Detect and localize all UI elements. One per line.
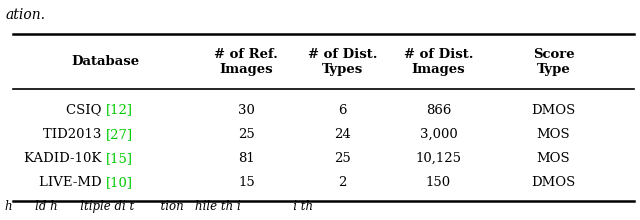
Text: 2: 2	[338, 176, 347, 189]
Text: CSIQ: CSIQ	[66, 103, 106, 117]
Text: [12]: [12]	[106, 103, 132, 117]
Text: # of Dist.
Types: # of Dist. Types	[308, 48, 377, 76]
Text: Score
Type: Score Type	[532, 48, 575, 76]
Text: 15: 15	[238, 176, 255, 189]
Text: LIVE-MD: LIVE-MD	[39, 176, 106, 189]
Text: 25: 25	[334, 152, 351, 165]
Text: 24: 24	[334, 128, 351, 141]
Text: 30: 30	[238, 103, 255, 117]
Text: h      ld h      ltiple di t       tion   hile th i              i th: h ld h ltiple di t tion hile th i i th	[5, 200, 313, 213]
Text: MOS: MOS	[537, 152, 570, 165]
Text: [27]: [27]	[106, 128, 132, 141]
Text: 10,125: 10,125	[415, 152, 461, 165]
Text: 81: 81	[238, 152, 255, 165]
Text: DMOS: DMOS	[531, 103, 576, 117]
Text: ation.: ation.	[5, 8, 45, 22]
Text: 3,000: 3,000	[420, 128, 457, 141]
Text: KADID-10K: KADID-10K	[24, 152, 106, 165]
Text: Database: Database	[72, 55, 140, 68]
Text: 6: 6	[338, 103, 347, 117]
Text: TID2013: TID2013	[43, 128, 106, 141]
Text: DMOS: DMOS	[531, 176, 576, 189]
Text: 25: 25	[238, 128, 255, 141]
Text: 150: 150	[426, 176, 451, 189]
Text: # of Ref.
Images: # of Ref. Images	[214, 48, 278, 76]
Text: 866: 866	[426, 103, 451, 117]
Text: # of Dist.
Images: # of Dist. Images	[404, 48, 473, 76]
Text: MOS: MOS	[537, 128, 570, 141]
Text: [10]: [10]	[106, 176, 132, 189]
Text: [15]: [15]	[106, 152, 132, 165]
